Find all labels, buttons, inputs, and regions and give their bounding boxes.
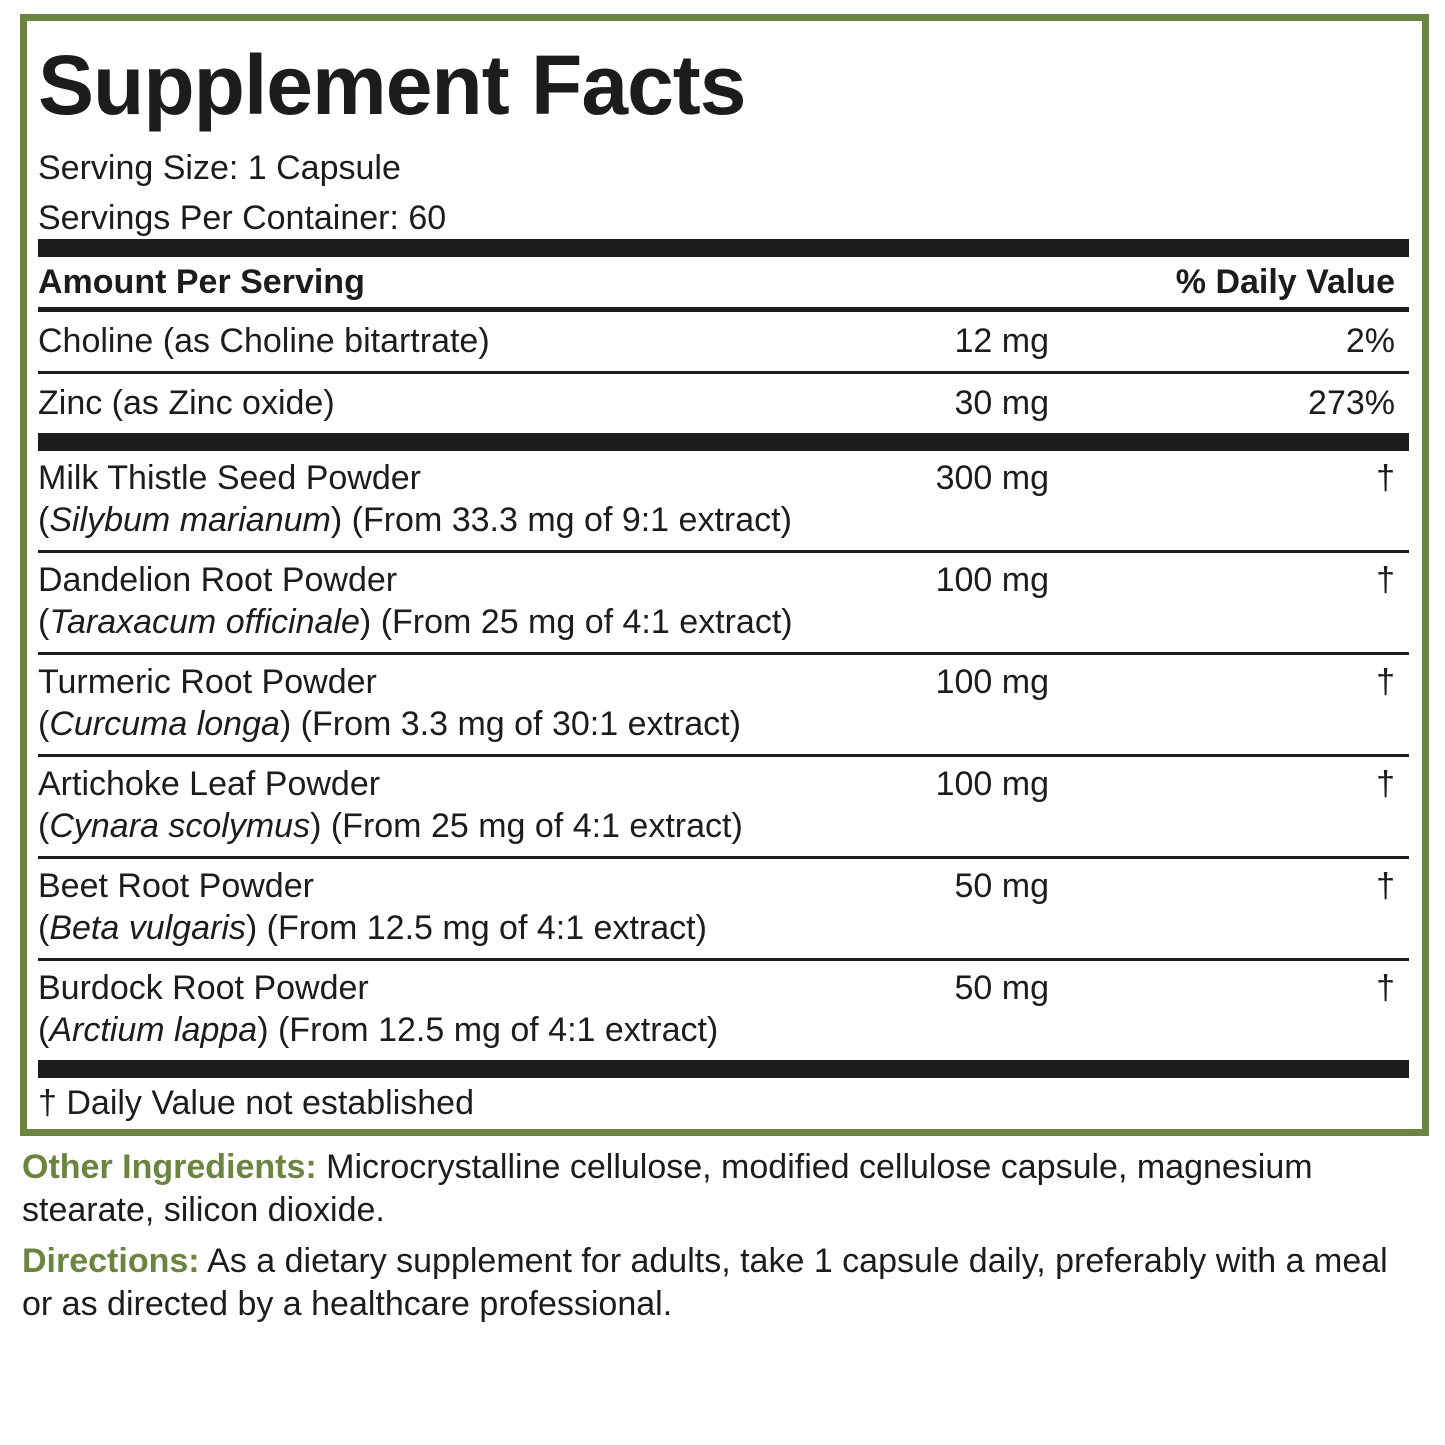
ingredient-dv: † bbox=[1376, 969, 1395, 1007]
ingredient-name: Burdock Root Powder bbox=[38, 969, 369, 1007]
extract-info: (From 12.5 mg of 4:1 extract) bbox=[266, 909, 707, 947]
extract-info: (From 3.3 mg of 30:1 extract) bbox=[300, 705, 741, 743]
divider-thick bbox=[38, 239, 1409, 257]
divider bbox=[38, 652, 1409, 655]
nutrient-row: Choline (as Choline bitartrate) 12 mg 2% bbox=[38, 312, 1409, 371]
ingredient-source: (Taraxacum officinale) (From 25 mg of 4:… bbox=[38, 603, 793, 641]
nutrient-dv: 2% bbox=[1345, 322, 1395, 360]
divider bbox=[38, 856, 1409, 859]
directions-label: Directions: bbox=[22, 1242, 200, 1280]
ingredient-source: (Arctium lappa) (From 12.5 mg of 4:1 ext… bbox=[38, 1011, 719, 1049]
ingredient-dv: † bbox=[1376, 663, 1395, 701]
ingredient-row: Artichoke Leaf Powder (Cynara scolymus) (… bbox=[38, 757, 1409, 856]
other-ingredients-text: Microcrystalline cellulose, modified cel… bbox=[22, 1148, 1313, 1229]
ingredient-source: (Curcuma longa) (From 3.3 mg of 30:1 ext… bbox=[38, 705, 741, 743]
panel-title: Supplement Facts bbox=[38, 38, 746, 132]
latin-name: Taraxacum officinale bbox=[49, 603, 360, 641]
ingredient-name: Turmeric Root Powder bbox=[38, 663, 377, 701]
ingredient-row: Beet Root Powder (Beta vulgaris) (From 12… bbox=[38, 859, 1409, 958]
ingredient-amount: 300 mg bbox=[935, 459, 1049, 497]
divider bbox=[38, 550, 1409, 553]
nutrient-dv: 273% bbox=[1308, 384, 1395, 422]
ingredient-source: (Silybum marianum) (From 33.3 mg of 9:1 … bbox=[38, 501, 792, 539]
ingredient-dv: † bbox=[1376, 459, 1395, 497]
directions: Directions: As a dietary supplement for … bbox=[22, 1240, 1425, 1326]
supplement-facts-panel: Supplement Facts Serving Size: 1 Capsule… bbox=[20, 14, 1429, 1136]
ingredient-row: Turmeric Root Powder (Curcuma longa) (Fro… bbox=[38, 655, 1409, 754]
ingredient-row: Milk Thistle Seed Powder (Silybum marianu… bbox=[38, 451, 1409, 550]
ingredient-name: Milk Thistle Seed Powder bbox=[38, 459, 421, 497]
ingredient-amount: 100 mg bbox=[935, 765, 1049, 803]
ingredient-dv: † bbox=[1376, 867, 1395, 905]
latin-name: Curcuma longa bbox=[49, 705, 280, 743]
extract-info: (From 12.5 mg of 4:1 extract) bbox=[277, 1011, 719, 1049]
footnote: † Daily Value not established bbox=[38, 1084, 474, 1122]
nutrient-row: Zinc (as Zinc oxide) 30 mg 273% bbox=[38, 374, 1409, 433]
nutrient-name: Choline (as Choline bitartrate) bbox=[38, 322, 490, 360]
other-ingredients: Other Ingredients: Microcrystalline cell… bbox=[22, 1146, 1425, 1232]
divider bbox=[38, 307, 1409, 312]
ingredient-dv: † bbox=[1376, 561, 1395, 599]
other-ingredients-label: Other Ingredients: bbox=[22, 1148, 317, 1186]
directions-text: As a dietary supplement for adults, take… bbox=[22, 1242, 1388, 1323]
servings-per-container: Servings Per Container: 60 bbox=[38, 199, 447, 237]
nutrient-amount: 12 mg bbox=[954, 322, 1050, 360]
ingredient-source: (Cynara scolymus) (From 25 mg of 4:1 ext… bbox=[38, 807, 743, 845]
table-header: Amount Per Serving % Daily Value bbox=[38, 257, 1409, 307]
extract-info: (From 25 mg of 4:1 extract) bbox=[330, 807, 743, 845]
divider bbox=[38, 958, 1409, 961]
divider-thick bbox=[38, 1060, 1409, 1078]
divider bbox=[38, 754, 1409, 757]
latin-name: Silybum marianum bbox=[49, 501, 331, 539]
nutrient-amount: 30 mg bbox=[954, 384, 1050, 422]
extract-info: (From 25 mg of 4:1 extract) bbox=[380, 603, 793, 641]
serving-size: Serving Size: 1 Capsule bbox=[38, 149, 401, 187]
ingredient-name: Artichoke Leaf Powder bbox=[38, 765, 381, 803]
ingredient-amount: 100 mg bbox=[935, 561, 1049, 599]
ingredient-name: Beet Root Powder bbox=[38, 867, 314, 905]
latin-name: Cynara scolymus bbox=[49, 807, 311, 845]
latin-name: Beta vulgaris bbox=[49, 909, 246, 947]
ingredient-source: (Beta vulgaris) (From 12.5 mg of 4:1 ext… bbox=[38, 909, 707, 947]
ingredient-amount: 100 mg bbox=[935, 663, 1049, 701]
extract-info: (From 33.3 mg of 9:1 extract) bbox=[351, 501, 792, 539]
nutrient-name: Zinc (as Zinc oxide) bbox=[38, 384, 335, 422]
divider bbox=[38, 371, 1409, 374]
amount-header: Amount Per Serving bbox=[38, 263, 365, 301]
ingredient-dv: † bbox=[1376, 765, 1395, 803]
ingredient-row: Burdock Root Powder (Arctium lappa) (From… bbox=[38, 961, 1409, 1060]
divider-thick bbox=[38, 433, 1409, 451]
latin-name: Arctium lappa bbox=[49, 1011, 258, 1049]
dv-header: % Daily Value bbox=[1175, 263, 1395, 301]
ingredient-name: Dandelion Root Powder bbox=[38, 561, 398, 599]
ingredient-amount: 50 mg bbox=[954, 867, 1050, 905]
ingredient-row: Dandelion Root Powder (Taraxacum officina… bbox=[38, 553, 1409, 652]
ingredient-amount: 50 mg bbox=[954, 969, 1050, 1007]
